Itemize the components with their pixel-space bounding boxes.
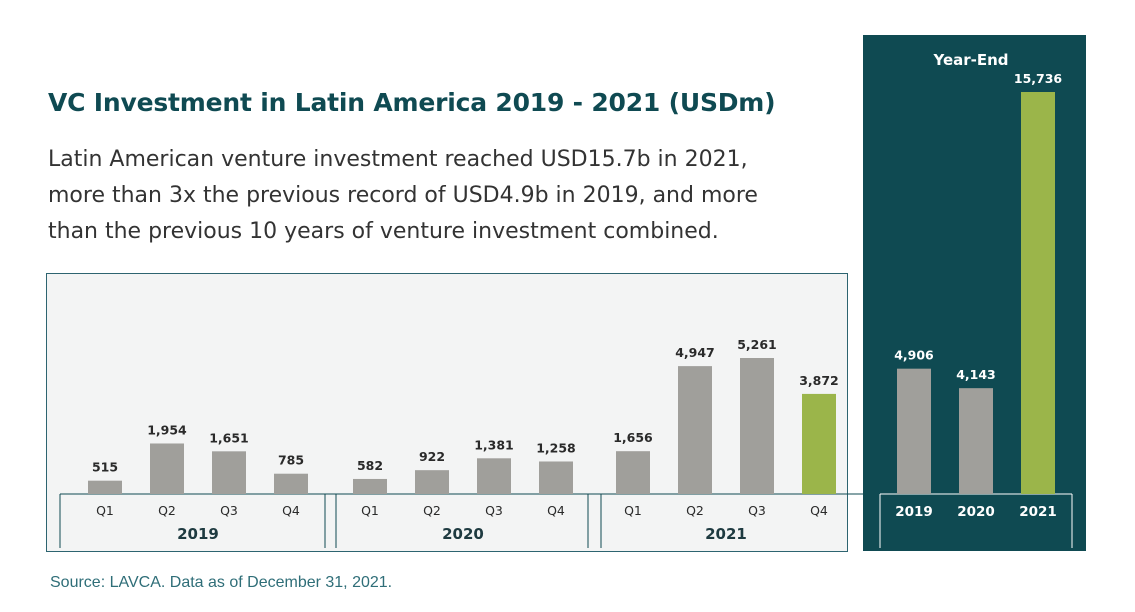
bar-2021-Q1	[616, 451, 650, 494]
data-label-year-2019: 4,906	[894, 348, 934, 363]
group-label-2019: 2019	[177, 525, 219, 543]
data-label-2019-Q3: 1,651	[209, 430, 249, 445]
bar-2019-Q2	[150, 443, 184, 494]
data-label-2021-Q1: 1,656	[613, 430, 653, 445]
data-label-year-2021: 15,736	[1014, 71, 1063, 86]
bar-2019-Q1	[88, 480, 122, 494]
tick-label-2020-Q3: Q3	[485, 503, 503, 518]
data-label-2019-Q1: 515	[92, 460, 118, 475]
data-label-2020-Q4: 1,258	[536, 440, 576, 455]
bar-year-2021	[1021, 92, 1055, 494]
tick-label-2021-Q1: Q1	[624, 503, 642, 518]
group-label-2021: 2021	[705, 525, 747, 543]
tick-label-2020-Q1: Q1	[361, 503, 379, 518]
bar-year-2019	[897, 368, 931, 494]
year-end-bracket	[879, 493, 1073, 548]
data-label-2019-Q4: 785	[278, 453, 304, 468]
data-label-2019-Q2: 1,954	[147, 422, 187, 437]
bar-2020-Q3	[477, 458, 511, 494]
bar-2019-Q3	[212, 451, 246, 494]
page-subtitle: Latin American venture investment reache…	[48, 147, 758, 244]
bar-2020-Q2	[415, 470, 449, 494]
tick-label-2021-Q3: Q3	[748, 503, 766, 518]
data-label-2021-Q4: 3,872	[799, 373, 839, 388]
data-label-year-2020: 4,143	[956, 367, 996, 382]
tick-label-year-2020: 2020	[957, 504, 995, 520]
page-title: VC Investment in Latin America 2019 - 20…	[48, 88, 776, 117]
group-label-2020: 2020	[442, 525, 484, 543]
data-label-2021-Q3: 5,261	[737, 337, 777, 352]
data-label-2020-Q3: 1,381	[474, 437, 514, 452]
tick-label-2021-Q2: Q2	[686, 503, 704, 518]
quarterly-chart-panel	[46, 273, 848, 552]
source-note: Source: LAVCA. Data as of December 31, 2…	[50, 574, 393, 591]
tick-label-year-2021: 2021	[1019, 504, 1057, 520]
tick-label-2019-Q3: Q3	[220, 503, 238, 518]
bar-2020-Q1	[353, 478, 387, 494]
data-label-2020-Q1: 582	[357, 458, 383, 473]
tick-label-2019-Q2: Q2	[158, 503, 176, 518]
bar-2021-Q4	[802, 393, 836, 494]
tick-label-2019-Q4: Q4	[282, 503, 300, 518]
bar-2019-Q4	[274, 473, 308, 494]
data-label-2020-Q2: 922	[419, 449, 445, 464]
bar-2021-Q3	[740, 358, 774, 494]
tick-label-2021-Q4: Q4	[810, 503, 828, 518]
tick-label-year-2019: 2019	[895, 504, 933, 520]
bar-2020-Q4	[539, 461, 573, 494]
bar-year-2020	[959, 388, 993, 494]
year-end-title: Year-End	[932, 51, 1008, 69]
bar-2021-Q2	[678, 366, 712, 494]
tick-label-2020-Q2: Q2	[423, 503, 441, 518]
tick-label-2019-Q1: Q1	[96, 503, 114, 518]
tick-label-2020-Q4: Q4	[547, 503, 565, 518]
data-label-2021-Q2: 4,947	[675, 345, 715, 360]
